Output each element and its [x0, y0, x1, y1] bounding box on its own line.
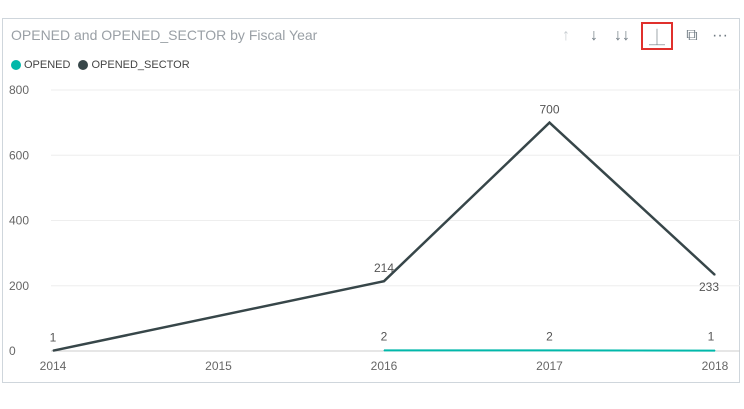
data-label: 1 — [708, 330, 715, 344]
data-point — [549, 122, 550, 124]
data-point — [52, 350, 54, 352]
data-point — [714, 350, 716, 352]
more-options-icon: ··· — [712, 27, 728, 44]
focus-mode-button[interactable]: ⧉ — [679, 23, 705, 49]
y-tick-label: 400 — [9, 214, 29, 228]
legend-label: OPENED_SECTOR — [91, 59, 190, 71]
y-tick-label: 600 — [9, 148, 29, 162]
expand-next-level-icon: ⏊ — [648, 30, 665, 47]
legend-item-opened[interactable]: OPENED — [11, 59, 70, 71]
data-label: 2 — [546, 329, 553, 343]
focus-mode-icon: ⧉ — [686, 27, 698, 44]
legend-marker — [11, 60, 21, 70]
y-tick-label: 800 — [9, 83, 29, 97]
chart-title: OPENED and OPENED_SECTOR by Fiscal Year — [11, 27, 318, 43]
drill-down-button[interactable]: ↓ — [581, 23, 607, 49]
data-point — [549, 349, 550, 351]
y-tick-label: 0 — [9, 344, 16, 358]
visual-header-toolbar: ↑ ↓ ↓↓ ⏊ ⧉ ··· — [553, 21, 733, 51]
x-tick-label: 2015 — [205, 359, 232, 373]
data-label: 233 — [699, 280, 719, 294]
x-tick-label: 2016 — [371, 359, 398, 373]
data-label: 1 — [50, 331, 57, 345]
y-tick-label: 200 — [9, 279, 29, 293]
expand-next-level-button[interactable]: ⏊ — [641, 22, 673, 50]
x-tick-label: 2018 — [702, 359, 729, 373]
data-point — [383, 280, 385, 282]
data-point — [383, 349, 385, 351]
drill-down-icon: ↓ — [590, 27, 598, 44]
data-label: 700 — [539, 103, 559, 117]
data-point — [714, 274, 716, 276]
legend-label: OPENED — [24, 59, 71, 71]
x-tick-label: 2017 — [536, 359, 563, 373]
legend-marker — [78, 60, 89, 70]
line-chart-visual[interactable]: OPENED and OPENED_SECTOR by Fiscal Year … — [2, 18, 740, 383]
drill-up-icon: ↑ — [562, 27, 570, 44]
data-label: 214 — [374, 261, 394, 275]
legend-item-opened-sector[interactable]: OPENED_SECTOR — [78, 59, 190, 71]
more-options-button[interactable]: ··· — [707, 23, 733, 49]
expand-all-down-icon: ↓↓ — [614, 27, 630, 44]
chart-legend: OPENED OPENED_SECTOR — [11, 59, 190, 71]
drill-up-button[interactable]: ↑ — [553, 23, 579, 49]
data-label: 2 — [381, 329, 388, 343]
series-line-opened-sector — [52, 120, 716, 352]
expand-all-down-button[interactable]: ↓↓ — [609, 23, 635, 49]
x-tick-label: 2014 — [40, 359, 67, 373]
